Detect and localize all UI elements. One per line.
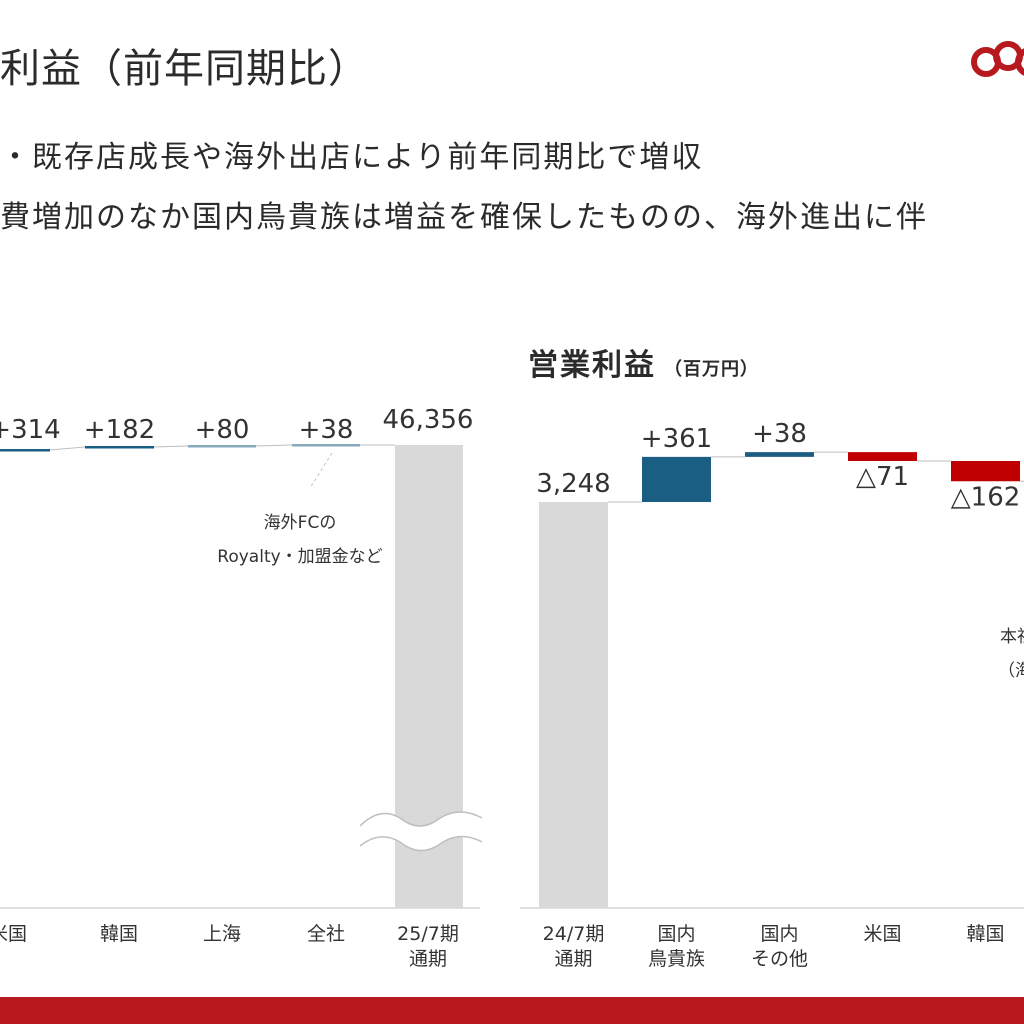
category-label: 国内 — [760, 923, 798, 945]
data-label: +38 — [752, 419, 807, 449]
annotation-text: 本社 — [1000, 627, 1024, 647]
category-label: 鳥貴族 — [648, 948, 705, 970]
category-label: 通期 — [409, 948, 447, 970]
data-label: △162 — [951, 482, 1021, 512]
waterfall-step-bar — [0, 449, 50, 452]
data-label: 46,356 — [383, 405, 474, 435]
category-label: 国内 — [657, 923, 695, 945]
decrease-bar — [848, 452, 917, 461]
axis-break-line — [359, 811, 483, 827]
category-label: 通期 — [554, 948, 592, 970]
base-bar — [539, 502, 608, 908]
category-label: 韓国 — [100, 923, 138, 945]
category-label: その他 — [751, 948, 808, 970]
increase-bar — [642, 456, 711, 502]
category-label: 上海 — [203, 923, 241, 945]
data-label: +38 — [299, 415, 354, 445]
annotation-text: （海 — [998, 661, 1024, 681]
axis-break-line — [359, 835, 483, 852]
data-label: +314 — [0, 415, 61, 445]
waterfall-step-bar — [85, 446, 154, 449]
axis-break-mark — [360, 812, 482, 851]
chart-title-text: 営業利益 — [528, 348, 656, 383]
bullet-point: ・既存店成長や海外出店により前年同期比で増収 — [0, 140, 704, 175]
page-title: 利益（前年同期比） — [0, 46, 369, 92]
connector-line — [153, 445, 189, 448]
category-label: 24/7期 — [543, 923, 605, 945]
waterfall-step-bar — [188, 445, 256, 448]
increase-bar — [745, 452, 814, 457]
category-label: 全社 — [307, 923, 345, 945]
data-label: +361 — [641, 424, 712, 454]
operating-profit-chart-title: 営業利益 （百万円） — [528, 340, 759, 384]
category-label: 25/7期 — [397, 923, 459, 945]
connector-line — [255, 444, 293, 447]
data-label: +80 — [195, 415, 250, 445]
decrease-bar — [951, 461, 1020, 482]
category-label: 米国 — [0, 923, 27, 945]
connector-line — [49, 446, 86, 451]
chart-unit-label: （百万円） — [664, 359, 759, 380]
bullet-point: 費増加のなか国内鳥貴族は増益を確保したものの、海外進出に伴 — [0, 200, 928, 235]
footer-bar — [0, 997, 1024, 1024]
annotation-leader — [309, 452, 333, 489]
data-label: △71 — [856, 462, 909, 492]
waterfall-step-bar — [292, 444, 360, 447]
data-label: +182 — [84, 415, 155, 445]
category-label: 米国 — [863, 923, 901, 945]
annotation-text: Royalty・加盟金など — [217, 547, 382, 567]
category-label: 韓国 — [966, 923, 1004, 945]
waterfall-charts: +314 +182 +80 +38 46,356 海外FCの Royalty・加盟金など米国… — [0, 405, 1024, 970]
interlocking-rings-icon — [968, 38, 1024, 82]
data-label: 3,248 — [536, 469, 610, 499]
annotation-text: 海外FCの — [264, 513, 337, 533]
